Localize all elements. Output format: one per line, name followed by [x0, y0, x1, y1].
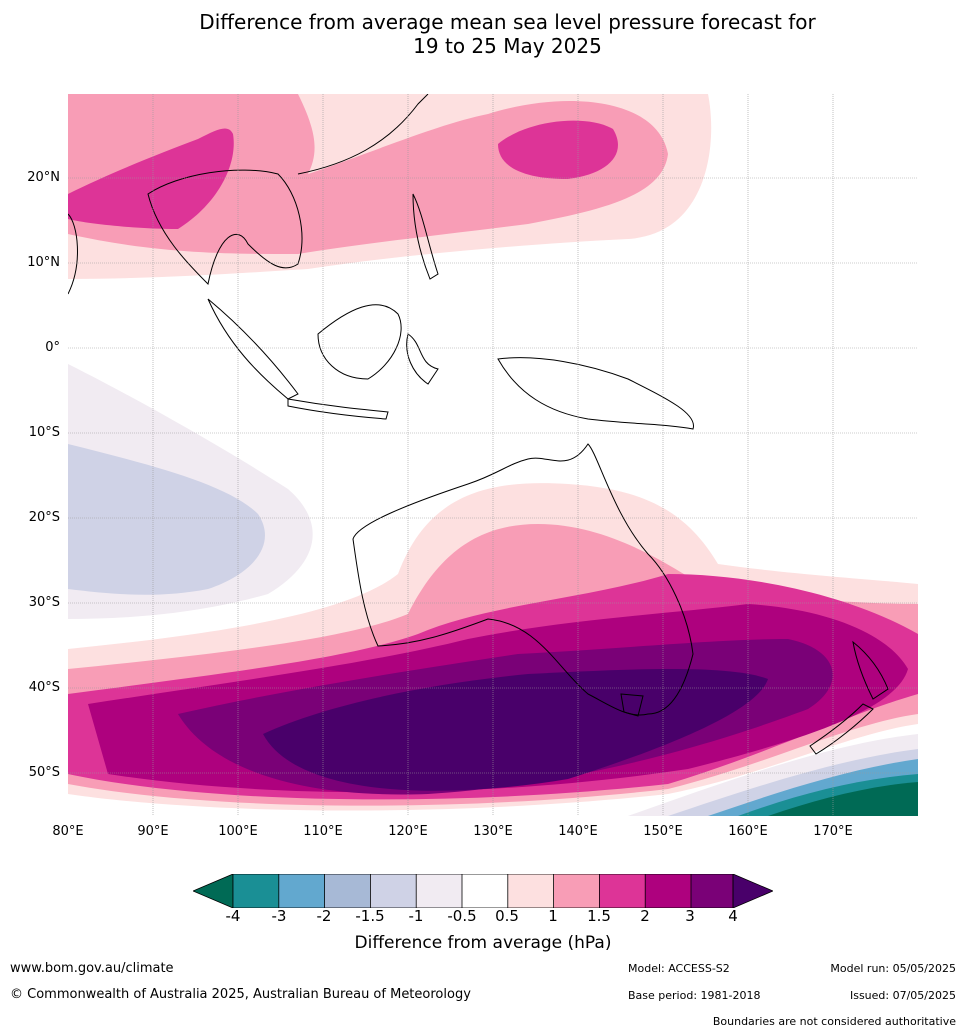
website-link[interactable]: www.bom.gov.au/climate — [10, 961, 174, 976]
indochina-outline — [147, 169, 303, 286]
anomaly-positive-north-15-east — [498, 120, 618, 179]
graticule — [68, 94, 918, 816]
title-line-2: 19 to 25 May 2025 — [413, 34, 602, 58]
new-guinea-outline — [497, 357, 694, 430]
lon-label-160e: 160°E — [728, 824, 768, 839]
anomaly-negative-south-5 — [768, 782, 918, 816]
lat-label-0: 0° — [45, 340, 60, 355]
base-period-text: Base period: 1981-2018 — [628, 989, 761, 1002]
lon-label-120e: 120°E — [388, 824, 428, 839]
lon-label-100e: 100°E — [218, 824, 258, 839]
title-line-1: Difference from average mean sea level p… — [199, 10, 816, 34]
colorbar — [191, 873, 775, 909]
colorbar-swatch-above-4 — [732, 873, 775, 909]
lon-label-140e: 140°E — [558, 824, 598, 839]
australia-outline — [352, 443, 694, 716]
colorbar-swatch-05-to-1 — [507, 874, 554, 908]
sulawesi-outline — [406, 333, 439, 385]
lon-label-90e: 90°E — [137, 824, 169, 839]
colorbar-swatch-minus-3-to-minus-2 — [278, 874, 325, 908]
colorbar-tick-1: 1 — [548, 907, 558, 925]
lat-label-20s: 20°S — [28, 510, 60, 525]
anomaly-negative-west-1 — [68, 444, 265, 595]
lat-label-10n: 10°N — [27, 255, 60, 270]
model-run-text: Model run: 05/05/2025 — [830, 962, 956, 975]
colorbar-tick-05: 0.5 — [495, 907, 519, 925]
lat-label-20n: 20°N — [27, 170, 60, 185]
java-outline — [287, 398, 389, 420]
colorbar-swatch-minus-05-to-05 — [462, 874, 508, 908]
colorbar-tick-minus-4: -4 — [225, 907, 241, 925]
sumatra-outline — [207, 298, 299, 400]
pressure-anomaly-map — [68, 94, 918, 816]
colorbar-swatch-3-to-4 — [691, 874, 733, 908]
colorbar-swatch-15-to-2 — [599, 874, 646, 908]
china-coast-outline — [297, 94, 429, 175]
india-outline — [68, 213, 78, 295]
colorbar-label: Difference from average (hPa) — [354, 933, 612, 953]
lat-label-50s: 50°S — [28, 765, 60, 780]
lat-label-30s: 30°S — [28, 595, 60, 610]
lat-label-40s: 40°S — [28, 680, 60, 695]
colorbar-tick-minus-3: -3 — [271, 907, 287, 925]
colorbar-tick-minus-2: -2 — [316, 907, 332, 925]
map-title: Difference from average mean sea level p… — [0, 10, 965, 58]
boundaries-disclaimer: Boundaries are not considered authoritat… — [712, 1015, 956, 1028]
colorbar-tick-15: 1.5 — [587, 907, 611, 925]
colorbar-tick-minus-15: -1.5 — [355, 907, 385, 925]
colorbar-tick-minus-1: -1 — [408, 907, 424, 925]
colorbar-swatch-minus-2-to-minus-15 — [324, 874, 371, 908]
colorbar-tick-4: 4 — [728, 907, 738, 925]
lon-label-130e: 130°E — [473, 824, 513, 839]
new-zealand-south-outline — [809, 703, 874, 755]
colorbar-swatch-minus-4-to-minus-3 — [233, 874, 279, 908]
colorbar-tick-3: 3 — [685, 907, 695, 925]
colorbar-tick-minus-05: -0.5 — [447, 907, 477, 925]
issued-text: Issued: 07/05/2025 — [849, 989, 956, 1002]
philippines-outline — [412, 193, 439, 280]
colorbar-swatch-1-to-15 — [553, 874, 600, 908]
lat-label-10s: 10°S — [28, 425, 60, 440]
colorbar-swatch-minus-15-to-minus-1 — [370, 874, 417, 908]
new-zealand-north-outline — [852, 640, 889, 700]
colorbar-swatch-2-to-3 — [645, 874, 691, 908]
tasmania-outline — [620, 693, 644, 717]
colorbar-tick-2: 2 — [640, 907, 650, 925]
borneo-outline — [317, 304, 402, 380]
colorbar-swatch-minus-1-to-minus-05 — [416, 874, 462, 908]
anomaly-positive-north-15 — [68, 128, 234, 229]
lon-label-170e: 170°E — [813, 824, 853, 839]
colorbar-swatch-below-minus-4 — [191, 873, 234, 909]
model-text: Model: ACCESS-S2 — [628, 962, 730, 975]
copyright-text: © Commonwealth of Australia 2025, Austra… — [10, 987, 471, 1002]
lon-label-80e: 80°E — [52, 824, 84, 839]
lon-label-110e: 110°E — [303, 824, 343, 839]
lon-label-150e: 150°E — [643, 824, 683, 839]
